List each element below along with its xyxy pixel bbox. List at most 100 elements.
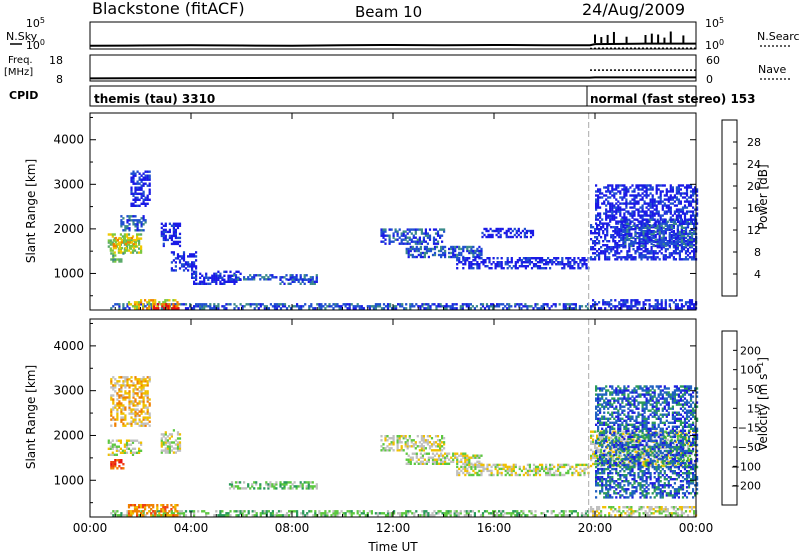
data-cell <box>599 476 602 479</box>
data-cell <box>398 441 401 444</box>
data-cell <box>110 380 113 383</box>
data-cell <box>140 390 143 393</box>
data-cell <box>380 307 384 310</box>
data-cell <box>432 236 436 239</box>
data-cell <box>273 303 276 306</box>
data-cell <box>247 483 250 486</box>
data-cell <box>676 236 679 239</box>
data-cell <box>651 186 654 189</box>
data-cell <box>112 246 115 250</box>
data-cell <box>420 230 423 233</box>
data-cell <box>617 190 620 193</box>
data-cell <box>534 257 538 260</box>
data-cell <box>134 398 137 401</box>
data-cell <box>671 202 674 205</box>
data-cell <box>140 225 143 228</box>
data-cell <box>112 258 115 261</box>
data-cell <box>249 487 252 490</box>
data-cell <box>615 210 618 213</box>
data-cell <box>686 258 690 261</box>
data-cell <box>671 214 674 217</box>
data-cell <box>648 250 651 253</box>
data-cell <box>649 192 652 195</box>
data-cell <box>601 395 604 398</box>
data-cell <box>426 435 429 438</box>
data-cell <box>396 437 399 440</box>
data-cell <box>598 301 601 304</box>
data-cell <box>660 454 663 458</box>
data-cell <box>492 303 495 306</box>
data-cell <box>178 261 182 264</box>
data-cell <box>685 190 689 193</box>
data-cell <box>611 210 614 213</box>
data-cell <box>290 307 293 310</box>
data-cell <box>235 270 238 273</box>
data-cell <box>498 305 501 308</box>
data-cell <box>672 258 675 261</box>
data-cell <box>315 276 318 279</box>
power-colorbar-label: Power [dB] <box>756 164 770 229</box>
data-cell <box>468 463 471 467</box>
data-cell <box>269 303 272 306</box>
data-cell <box>605 496 608 499</box>
data-cell <box>120 420 123 423</box>
data-cell <box>604 254 607 257</box>
data-cell <box>658 234 661 237</box>
data-cell <box>696 222 699 225</box>
data-cell <box>426 232 429 235</box>
data-cell <box>474 467 477 471</box>
data-cell <box>396 439 399 442</box>
data-cell <box>688 256 692 259</box>
data-cell <box>597 413 600 416</box>
data-cell <box>164 447 167 450</box>
data-cell <box>671 190 674 193</box>
data-cell <box>456 267 459 270</box>
data-cell <box>203 276 206 279</box>
data-cell <box>178 449 182 452</box>
data-cell <box>676 240 679 244</box>
data-cell <box>624 246 627 249</box>
data-cell <box>130 380 133 383</box>
data-cell <box>599 421 602 424</box>
data-cell <box>287 282 290 285</box>
data-cell <box>122 376 125 379</box>
data-cell <box>682 258 686 261</box>
data-cell <box>692 200 695 203</box>
data-cell <box>170 267 173 270</box>
data-cell <box>597 441 600 445</box>
data-cell <box>178 443 182 446</box>
data-cell <box>624 258 627 261</box>
data-cell <box>676 252 679 255</box>
data-cell <box>161 303 164 306</box>
data-cell <box>470 456 473 459</box>
data-cell <box>217 307 220 310</box>
data-cell <box>679 210 682 213</box>
data-cell <box>656 246 659 249</box>
data-cell <box>309 280 312 283</box>
data-cell <box>189 255 192 258</box>
data-cell <box>211 274 214 277</box>
data-cell <box>441 240 444 243</box>
data-cell <box>109 441 112 444</box>
data-cell <box>182 269 186 272</box>
data-cell <box>480 257 483 260</box>
data-cell <box>406 441 409 444</box>
data-cell <box>608 256 611 259</box>
data-cell <box>382 234 385 237</box>
data-cell <box>431 458 435 461</box>
data-cell <box>646 258 649 261</box>
data-cell <box>611 184 614 187</box>
data-cell <box>404 234 407 237</box>
data-cell <box>442 462 445 465</box>
data-cell <box>178 222 182 225</box>
data-cell <box>109 233 112 236</box>
data-cell <box>470 267 473 270</box>
data-cell <box>380 445 383 448</box>
data-cell <box>133 451 137 454</box>
data-cell <box>520 263 523 266</box>
data-cell <box>134 229 137 232</box>
data-cell <box>614 226 617 229</box>
data-cell <box>456 452 459 455</box>
data-cell <box>107 241 110 244</box>
data-cell <box>426 236 429 239</box>
